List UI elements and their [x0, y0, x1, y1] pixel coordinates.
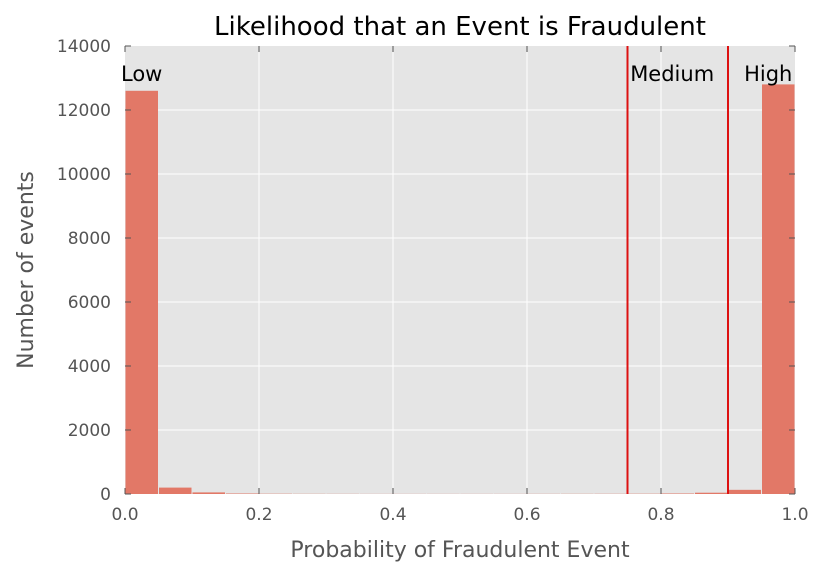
gridlines — [125, 46, 795, 494]
y-tick-label: 0 — [100, 485, 111, 505]
annotation-low: Low — [121, 62, 162, 86]
risk-annotations: Low Medium High — [121, 62, 792, 86]
annotation-medium: Medium — [630, 62, 714, 86]
chart-title: Likelihood that an Event is Fraudulent — [214, 12, 706, 42]
x-tick-label: 0.2 — [245, 505, 272, 525]
histogram-bar — [125, 90, 158, 495]
y-tick-label: 8000 — [68, 229, 111, 249]
axis-ticks: 0.0 0.2 0.4 0.6 0.8 1.0 0 2000 4000 6000 8000 10000… — [57, 37, 809, 525]
y-axis-label: Number of events — [14, 171, 39, 369]
histogram-bar — [695, 492, 728, 494]
histogram-bar — [762, 84, 795, 495]
histogram-bar — [728, 489, 761, 494]
threshold-lines — [626, 46, 729, 494]
y-tick-label: 14000 — [57, 37, 111, 57]
y-tick-label: 2000 — [68, 421, 111, 441]
histogram-bar — [192, 492, 225, 494]
histogram-bars — [125, 84, 795, 495]
histogram-bar — [159, 487, 192, 494]
y-tick-label: 4000 — [68, 357, 111, 377]
x-tick-label: 0.6 — [513, 505, 540, 525]
x-tick-label: 0.4 — [379, 505, 406, 525]
x-tick-label: 1.0 — [781, 505, 808, 525]
y-tick-label: 10000 — [57, 165, 111, 185]
x-tick-label: 0.8 — [647, 505, 674, 525]
x-axis-label: Probability of Fraudulent Event — [290, 538, 630, 563]
y-tick-label: 12000 — [57, 101, 111, 121]
x-tick-label: 0.0 — [111, 505, 138, 525]
annotation-high: High — [744, 62, 792, 86]
plot-background — [125, 46, 795, 494]
y-tick-label: 6000 — [68, 293, 111, 313]
